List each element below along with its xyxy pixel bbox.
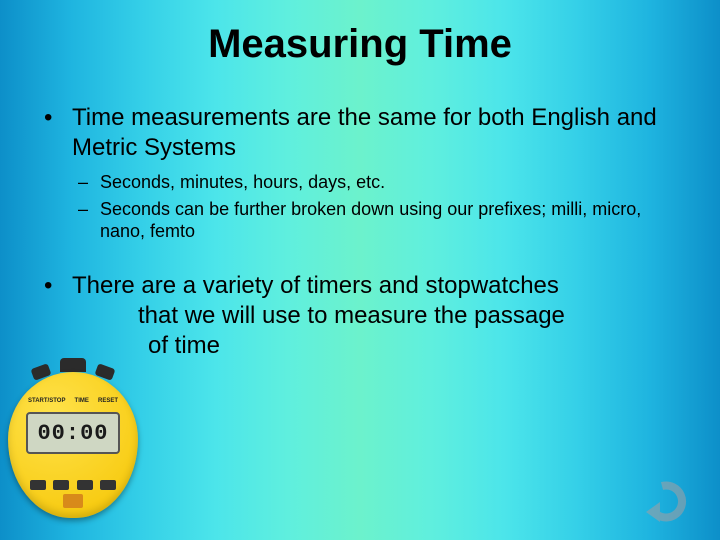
bullet-2-line2: that we will use to measure the passage [72, 301, 680, 331]
slide-content: Time measurements are the same for both … [0, 85, 720, 361]
sub-bullet-1a: Seconds, minutes, hours, days, etc. [72, 171, 680, 194]
stopwatch-lower-buttons [30, 480, 116, 490]
stopwatch-label-time: TIME [75, 398, 89, 404]
stopwatch-display: 00:00 [26, 412, 120, 454]
stopwatch-small-btn [30, 480, 46, 490]
bullet-1: Time measurements are the same for both … [40, 103, 680, 243]
bullet-1-text: Time measurements are the same for both … [72, 104, 657, 161]
stopwatch-small-btn [100, 480, 116, 490]
stopwatch-label-start: START/STOP [28, 398, 65, 404]
stopwatch-logo [63, 494, 83, 508]
bullet-2-line1: There are a variety of timers and stopwa… [72, 272, 559, 299]
stopwatch-labels: START/STOP TIME RESET [28, 398, 118, 404]
return-icon[interactable] [642, 478, 696, 522]
stopwatch-image: START/STOP TIME RESET 00:00 [8, 358, 138, 518]
stopwatch-label-reset: RESET [98, 398, 118, 404]
slide-title: Measuring Time [0, 0, 720, 85]
stopwatch-body: START/STOP TIME RESET 00:00 [8, 372, 138, 518]
stopwatch-small-btn [53, 480, 69, 490]
bullet-2: There are a variety of timers and stopwa… [40, 271, 680, 361]
sub-bullet-1b: Seconds can be further broken down using… [72, 198, 680, 243]
stopwatch-small-btn [77, 480, 93, 490]
bullet-2-line3: of time [72, 331, 680, 361]
stopwatch-button-top [60, 358, 86, 372]
